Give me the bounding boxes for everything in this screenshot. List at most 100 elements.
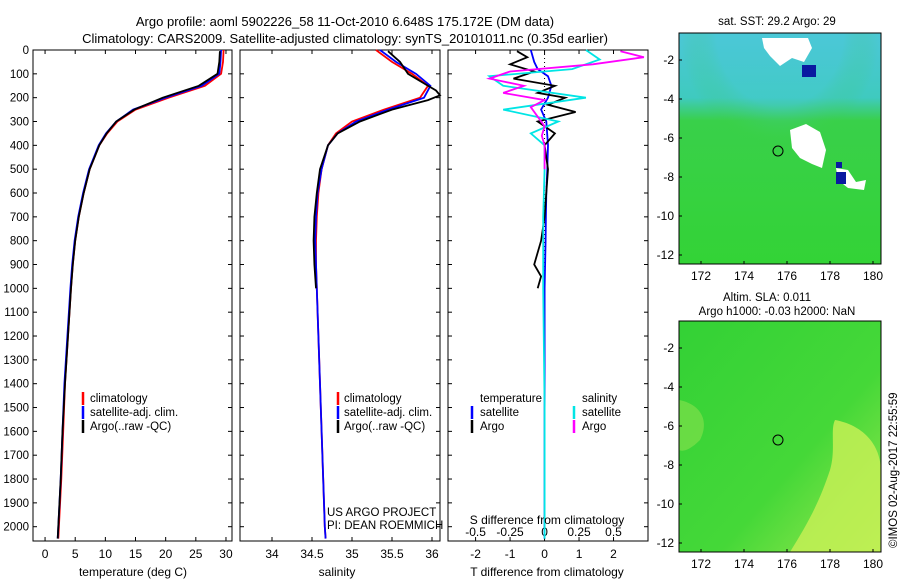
map-x-tick-label: 174: [734, 269, 754, 283]
legend-label-argo: Argo(..raw -QC): [344, 421, 425, 433]
series-salinity-argo: [486, 50, 645, 170]
legend-label-argo: Argo(..raw -QC): [90, 421, 171, 433]
map-y-tick-label: -8: [663, 458, 674, 472]
salinity-series: [312, 49, 442, 539]
cloud-cell: [836, 162, 842, 168]
cloud-mask-region: [790, 124, 826, 168]
pi-credit: PI: DEAN ROEMMICH: [327, 520, 443, 532]
y-tick-label: 1200: [3, 331, 29, 343]
argo-float-position-marker: [772, 145, 784, 157]
x-tick-label: 35: [345, 547, 359, 561]
y-tick-label: 2000: [3, 522, 29, 534]
legend-label-temp-satellite: satellite: [480, 407, 519, 419]
legend-header-salinity: salinity: [582, 393, 617, 405]
cloud-mask-region: [762, 38, 812, 66]
cloud-cell: [802, 65, 816, 77]
legend-label-climatology: climatology: [344, 393, 402, 405]
y-tick-label: 200: [10, 93, 29, 105]
sla-map-title-line2: Argo h1000: -0.03 h2000: NaN: [699, 306, 856, 318]
map-x-tick-label: 176: [777, 557, 797, 571]
map-x-tick-label: 174: [734, 557, 754, 571]
temperature-axes: 0 5 10 15 20 25 300100200300400500600700800900…: [3, 45, 233, 561]
y-tick-label: 500: [10, 164, 29, 176]
map-y-tick-label: -12: [657, 536, 675, 550]
map-y-tick-label: -8: [663, 170, 674, 184]
y-tick-label: 1700: [3, 450, 29, 462]
y-tick-label: 1400: [3, 379, 29, 391]
y-tick-label: 700: [10, 212, 29, 224]
y-tick-label: 1500: [3, 403, 29, 415]
salinity-panel-frame: [239, 49, 441, 542]
difference-panel: -2 -1 0 1 2-0.5 -0.25 0 0.25 0.5 S difference fr…: [447, 49, 649, 579]
sla-high-anomaly: [679, 400, 704, 451]
x-tick-label: 10: [99, 547, 113, 561]
sst-map-panel: sat. SST: 29.2 Argo: 29 172 174 176 178 180 -…: [657, 16, 884, 283]
temperature-legend: climatology satellite-adj. clim. Argo(..…: [81, 392, 178, 433]
sst-map-frame: [678, 32, 882, 265]
s-tick-label: -0.5: [465, 525, 486, 539]
map-y-tick-label: -4: [663, 92, 674, 106]
x-tick-label: 2: [610, 547, 617, 561]
s-tick-label: 0.25: [567, 525, 591, 539]
sla-map-frame: [678, 320, 882, 553]
map-y-tick-label: -10: [657, 497, 675, 511]
series-argo-raw-qc: [56, 51, 221, 539]
figure-title-line2: Climatology: CARS2009. Satellite-adjuste…: [82, 31, 608, 46]
salinity-axes: 34 34.5 35 35.5 36: [240, 49, 440, 561]
series-argo-raw-qc: [312, 50, 442, 289]
y-tick-label: 1600: [3, 426, 29, 438]
temperature-panel-frame: [32, 49, 233, 542]
x-tick-label: 0: [42, 547, 49, 561]
temperature-panel: 0 5 10 15 20 25 300100200300400500600700800900…: [3, 45, 233, 579]
x-tick-label: -1: [505, 547, 516, 561]
x-tick-label: 30: [219, 547, 233, 561]
map-x-tick-label: 176: [777, 269, 797, 283]
sst-map-title: sat. SST: 29.2 Argo: 29: [718, 16, 836, 28]
s-difference-label: S difference from climatology: [470, 513, 625, 527]
y-tick-label: 800: [10, 236, 29, 248]
map-x-tick-label: 172: [691, 269, 711, 283]
sst-map-axes: 172 174 176 178 180 -2 -4 -6 -8 -10 -12: [657, 53, 884, 283]
salinity-legend: climatology satellite-adj. clim. Argo(..…: [336, 392, 432, 433]
legend-label-sal-argo: Argo: [582, 421, 606, 433]
series-satellite-adj-clim: [56, 49, 222, 539]
sla-map-panel: Altim. SLA: 0.011 Argo h1000: -0.03 h200…: [657, 292, 884, 571]
sla-map-axes: 172 174 176 178 180 -2 -4 -6 -8 -10 -12: [657, 341, 884, 571]
s-tick-label: 0.5: [605, 525, 622, 539]
x-tick-label: 1: [576, 547, 583, 561]
difference-panel-frame: [447, 49, 649, 542]
y-tick-label: 100: [10, 69, 29, 81]
y-tick-label: 600: [10, 188, 29, 200]
argo-float-position-marker: [772, 434, 784, 446]
difference-series: [486, 49, 645, 539]
difference-legend: temperature salinity satellite Argo sate…: [470, 393, 621, 433]
x-tick-label: 35.5: [380, 547, 404, 561]
y-tick-label: 400: [10, 140, 29, 152]
cloud-cell: [836, 172, 846, 184]
s-tick-label: -0.25: [496, 525, 524, 539]
temperature-xlabel: temperature (deg C): [79, 565, 187, 579]
map-x-tick-label: 178: [820, 557, 840, 571]
x-tick-label: 0: [541, 547, 548, 561]
sst-map-cool-patch: [679, 33, 881, 264]
map-y-tick-label: -10: [657, 209, 675, 223]
map-y-tick-label: -4: [663, 380, 674, 394]
legend-label-satellite: satellite-adj. clim.: [344, 407, 432, 419]
y-tick-label: 0: [23, 45, 29, 57]
legend-label-satellite: satellite-adj. clim.: [90, 407, 178, 419]
map-y-tick-label: -6: [663, 131, 674, 145]
figure-title-line1: Argo profile: aoml 5902226_58 11-Oct-201…: [136, 14, 554, 29]
difference-axes: -2 -1 0 1 2-0.5 -0.25 0 0.25 0.5: [448, 49, 648, 561]
x-tick-label: 25: [189, 547, 203, 561]
y-tick-label: 1300: [3, 355, 29, 367]
salinity-xlabel: salinity: [319, 565, 356, 579]
legend-label-temp-argo: Argo: [480, 421, 504, 433]
y-tick-label: 300: [10, 117, 29, 129]
map-x-tick-label: 180: [863, 557, 883, 571]
y-tick-label: 1000: [3, 283, 29, 295]
x-tick-label: -2: [470, 547, 481, 561]
x-tick-label: 34: [265, 547, 279, 561]
salinity-panel: 34 34.5 35 35.5 36 salinity climatology sate…: [239, 49, 443, 579]
series-satellite-adj-clim: [314, 49, 432, 539]
